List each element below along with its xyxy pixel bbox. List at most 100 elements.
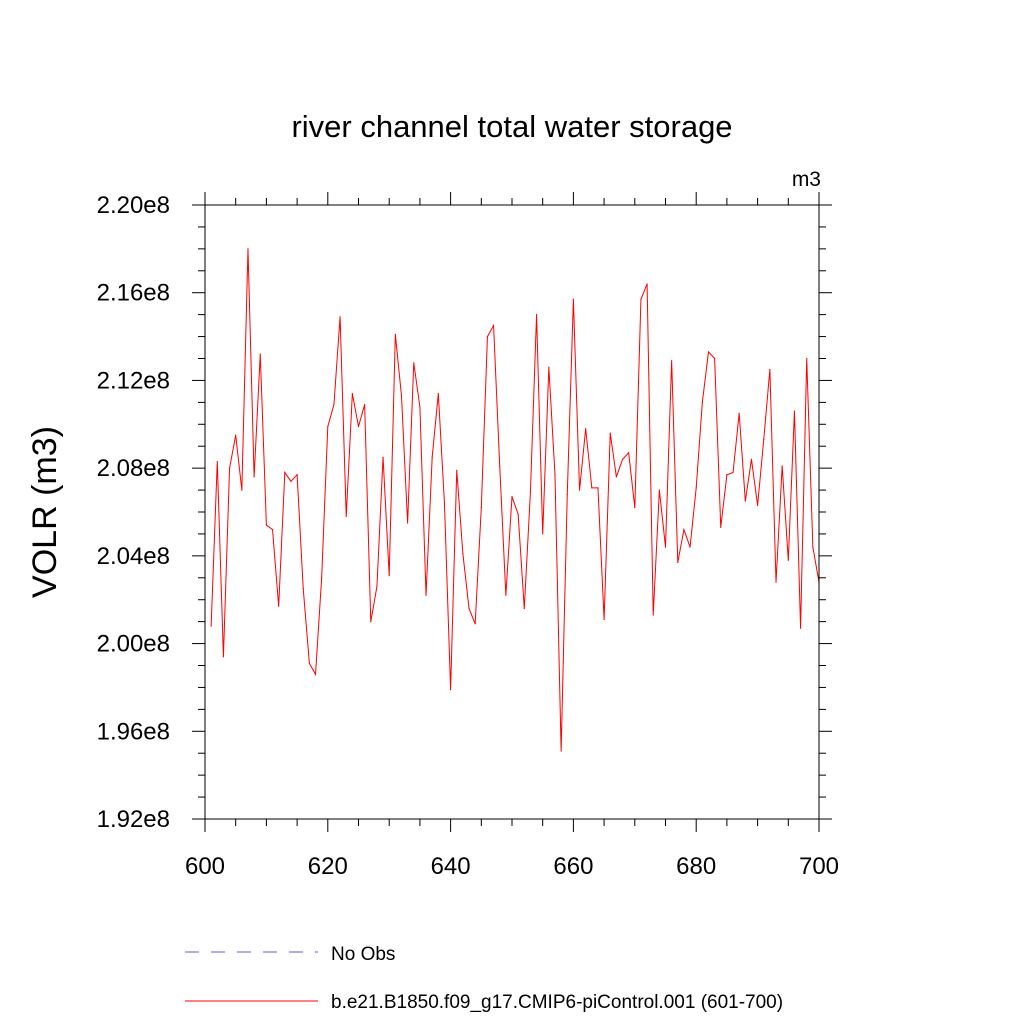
data-point: [671, 360, 673, 362]
data-point: [296, 474, 298, 476]
data-point: [407, 522, 409, 524]
series-line-0: [210, 248, 820, 752]
data-point: [757, 504, 759, 507]
data-point: [720, 526, 722, 528]
data-point: [228, 467, 231, 469]
data-point: [578, 489, 581, 491]
data-point: [572, 298, 575, 300]
data-point: [314, 673, 317, 675]
data-point: [628, 452, 630, 454]
chart-title: river channel total water storage: [291, 109, 732, 144]
data-point: [456, 469, 458, 471]
data-point: [683, 528, 685, 531]
x-tick-label: 680: [676, 853, 716, 880]
data-point: [388, 574, 390, 577]
data-point: [714, 357, 716, 360]
x-tick-label: 660: [553, 853, 593, 880]
data-point: [689, 546, 691, 548]
data-point: [511, 496, 513, 498]
data-point: [364, 403, 366, 406]
data-point: [468, 607, 470, 610]
x-tick-label: 600: [185, 853, 225, 880]
y-tick-label: 2.08e8: [97, 455, 170, 482]
data-point: [652, 614, 654, 616]
data-point: [419, 406, 421, 408]
y-tick-label: 1.92e8: [97, 806, 170, 833]
data-point: [413, 362, 415, 364]
data-point: [462, 553, 464, 555]
data-point: [585, 428, 587, 430]
y-tick-label: 2.16e8: [97, 280, 170, 307]
data-point: [357, 425, 360, 428]
data-point: [474, 623, 476, 625]
data-point: [529, 491, 532, 493]
y-axis-label: VOLR (m3): [26, 426, 64, 598]
data-point: [726, 474, 728, 476]
data-point: [443, 502, 446, 504]
data-point: [763, 439, 765, 441]
axis-tick-labels: 600 620 640 660 680 700 1.92e8 1.96e8 2.00e8 2.04…: [97, 192, 839, 880]
units-label: m3: [792, 168, 821, 191]
data-point: [425, 594, 427, 596]
data-point: [793, 410, 796, 412]
data-point: [450, 689, 452, 691]
data-point: [591, 487, 593, 489]
data-point: [284, 471, 286, 474]
data-point: [265, 524, 267, 526]
data-point: [499, 465, 501, 467]
data-point: [394, 333, 396, 335]
data-point: [517, 513, 519, 515]
legend-label-no-obs: No Obs: [331, 944, 395, 965]
axis-ticks: [192, 192, 832, 832]
data-point: [646, 283, 648, 285]
data-point: [707, 351, 710, 353]
data-point: [658, 489, 660, 491]
data-point: [664, 546, 667, 548]
data-point: [781, 465, 783, 467]
data-point: [376, 585, 378, 588]
data-point: [542, 533, 544, 535]
data-point: [677, 561, 679, 564]
y-tick-label: 1.96e8: [97, 718, 170, 745]
data-point: [216, 460, 218, 463]
x-tick-label: 700: [799, 853, 839, 880]
data-point: [345, 515, 347, 517]
data-point: [750, 458, 753, 460]
data-point: [278, 605, 280, 607]
data-point: [560, 750, 562, 752]
data-point: [566, 493, 568, 496]
data-point: [597, 487, 599, 489]
data-point: [738, 412, 740, 414]
data-point: [640, 298, 642, 300]
data-point: [486, 335, 489, 338]
data-point: [609, 432, 611, 434]
data-point: [799, 627, 802, 629]
data-point: [505, 594, 507, 596]
x-tick-label: 620: [308, 853, 348, 880]
data-point: [769, 368, 771, 371]
data-point: [431, 456, 433, 458]
plot-frame: [204, 204, 820, 820]
data-point: [351, 392, 353, 395]
data-point: [253, 476, 255, 478]
data-point: [370, 621, 372, 623]
x-tick-label: 640: [431, 853, 471, 880]
data-point: [259, 353, 261, 355]
data-point: [480, 507, 482, 509]
y-tick-label: 2.12e8: [97, 367, 170, 394]
y-tick-label: 2.00e8: [97, 631, 170, 658]
data-point: [621, 458, 624, 460]
data-point: [812, 546, 814, 548]
data-point: [634, 507, 636, 509]
data-point: [437, 392, 439, 395]
data-point: [615, 476, 617, 478]
data-point: [302, 588, 304, 590]
y-tick-label: 2.20e8: [97, 192, 170, 219]
data-point: [603, 618, 605, 621]
data-point: [339, 316, 341, 318]
data-point: [382, 456, 384, 458]
data-point: [210, 625, 212, 627]
data-point: [321, 577, 323, 579]
data-point: [222, 656, 225, 658]
legend-label-run: b.e21.B1850.f09_g17.CMIP6-piControl.001 …: [331, 992, 783, 1013]
